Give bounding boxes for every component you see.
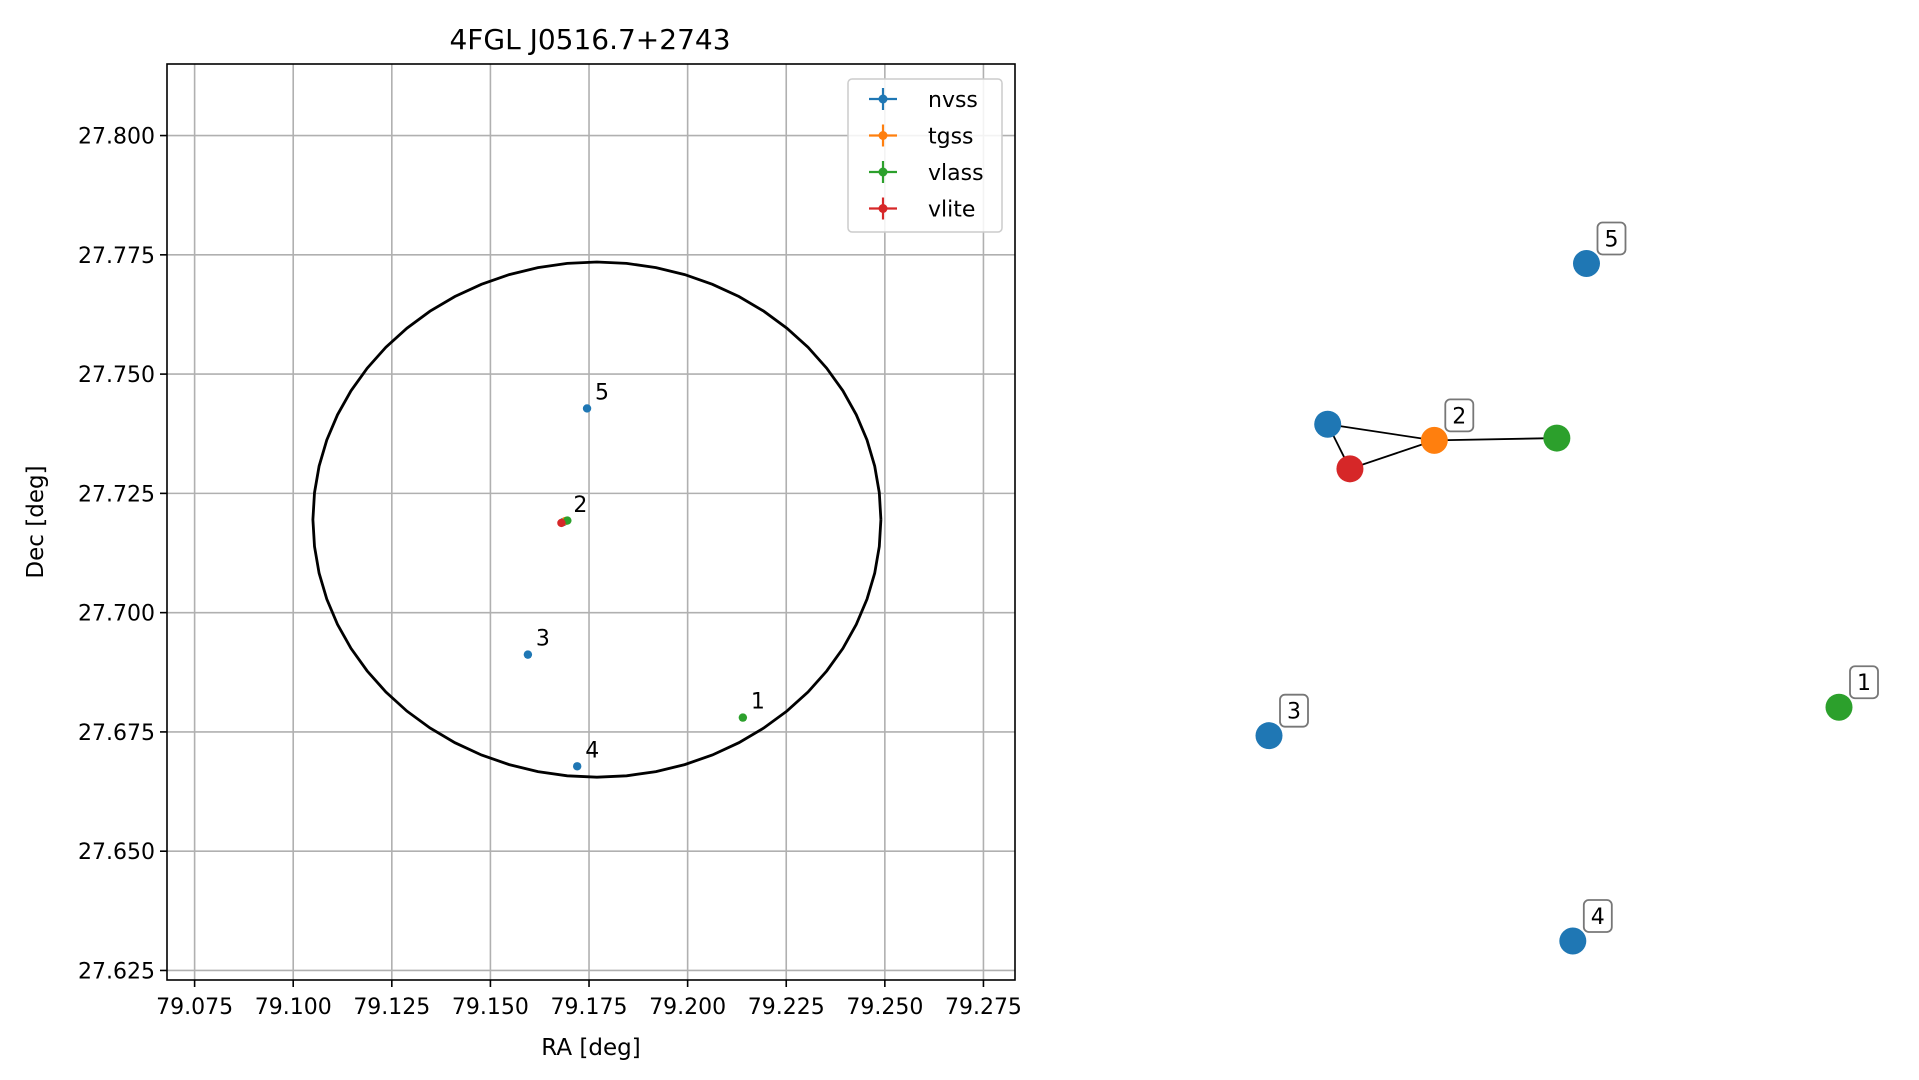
legend-label-nvss: nvss bbox=[928, 88, 978, 113]
node-label-box bbox=[1582, 899, 1613, 933]
network-graph: 5 2 3 1 4 bbox=[1255, 221, 1879, 955]
y-tick-label: 27.725 bbox=[78, 482, 155, 507]
x-tick-label: 79.250 bbox=[846, 995, 923, 1020]
y-tick-label: 27.750 bbox=[78, 363, 155, 388]
y-tick-label: 27.775 bbox=[78, 244, 155, 269]
y-tick-label: 27.700 bbox=[78, 602, 155, 627]
error-circle bbox=[311, 260, 883, 779]
graph-node bbox=[1336, 455, 1364, 483]
graph-edge bbox=[1327, 423, 1435, 442]
x-tick-label: 79.150 bbox=[452, 995, 529, 1020]
node-label-box bbox=[1279, 693, 1309, 728]
x-tick-label: 79.125 bbox=[353, 995, 430, 1020]
y-tick-label: 27.650 bbox=[78, 840, 155, 865]
graph-node bbox=[1255, 722, 1283, 750]
legend: nvss tgss vlass vlite bbox=[847, 78, 1003, 233]
nvss-point bbox=[572, 762, 582, 771]
legend-label-vlite: vlite bbox=[928, 198, 975, 223]
chart-title: 4FGL J0516.7+2743 bbox=[449, 23, 730, 56]
x-tick-label: 79.075 bbox=[156, 995, 233, 1020]
node-label: 1 bbox=[1857, 671, 1871, 696]
legend-marker-nvss bbox=[878, 94, 888, 104]
legend-marker-vlite bbox=[878, 204, 888, 213]
data-points bbox=[523, 404, 748, 771]
nvss-point bbox=[523, 650, 533, 659]
y-axis-ticks: 27.625 27.650 27.675 27.700 27.725 27.750 27.7… bbox=[78, 125, 167, 984]
point-label: 5 bbox=[595, 380, 609, 405]
graph-edge bbox=[1349, 439, 1435, 470]
vlite-point bbox=[557, 518, 566, 528]
x-tick-label: 79.100 bbox=[255, 995, 332, 1020]
y-axis-label: Dec [deg] bbox=[23, 465, 49, 578]
point-labels: 5 2 3 1 4 bbox=[536, 380, 765, 763]
node-label: 4 bbox=[1591, 905, 1605, 930]
y-tick-label: 27.675 bbox=[78, 721, 155, 746]
node-label-box bbox=[1596, 221, 1627, 256]
graph-nodes: 5 2 3 1 4 bbox=[1255, 221, 1879, 955]
node-label-box bbox=[1444, 398, 1475, 433]
legend-label-vlass: vlass bbox=[928, 161, 984, 186]
point-label: 3 bbox=[536, 627, 550, 652]
point-label: 1 bbox=[751, 690, 765, 715]
plot-area-frame bbox=[166, 63, 1016, 981]
nvss-point bbox=[582, 404, 592, 413]
vlass-point bbox=[738, 713, 748, 722]
x-axis-label: RA [deg] bbox=[541, 1035, 640, 1061]
x-axis-ticks: 79.075 79.100 79.125 79.150 79.175 79.200 79.2… bbox=[156, 980, 1022, 1020]
node-label: 5 bbox=[1604, 228, 1618, 253]
error-ellipse-layer bbox=[311, 260, 883, 779]
node-label: 3 bbox=[1287, 700, 1301, 725]
graph-node bbox=[1543, 424, 1571, 452]
legend-label-tgss: tgss bbox=[928, 125, 974, 150]
graph-node bbox=[1420, 426, 1448, 454]
grid-lines bbox=[167, 64, 1015, 980]
graph-node bbox=[1314, 410, 1342, 438]
x-tick-label: 79.200 bbox=[649, 995, 726, 1020]
legend-box bbox=[847, 78, 1003, 233]
point-label: 2 bbox=[573, 493, 587, 518]
node-label-box bbox=[1849, 665, 1879, 700]
legend-marker-tgss bbox=[878, 131, 888, 140]
legend-marker-vlass bbox=[878, 167, 888, 177]
y-tick-label: 27.625 bbox=[78, 959, 155, 984]
scatter-chart: 4FGL J0516.7+2743 5 2 3 1 4 79.075 79.100 79.1… bbox=[23, 23, 1022, 1061]
y-tick-label: 27.800 bbox=[78, 125, 155, 150]
graph-node bbox=[1572, 250, 1600, 278]
graph-node bbox=[1559, 927, 1587, 955]
x-tick-label: 79.275 bbox=[945, 995, 1022, 1020]
point-label: 4 bbox=[585, 738, 599, 763]
x-tick-label: 79.175 bbox=[551, 995, 628, 1020]
graph-edge bbox=[1434, 437, 1557, 442]
node-label: 2 bbox=[1452, 404, 1466, 429]
graph-node bbox=[1825, 693, 1853, 721]
x-tick-label: 79.225 bbox=[748, 995, 825, 1020]
